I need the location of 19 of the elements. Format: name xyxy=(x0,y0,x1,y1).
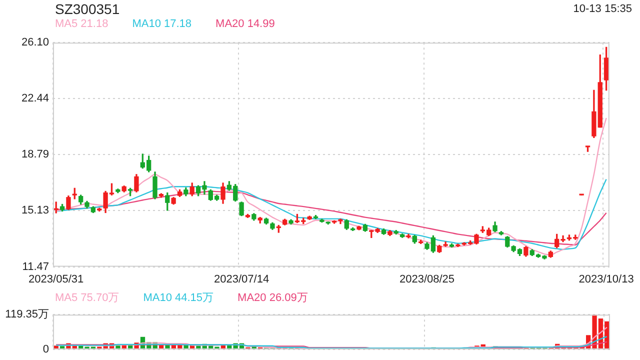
y-tick-label: 0 xyxy=(42,343,49,356)
text: MA5 21.18 xyxy=(55,18,108,30)
x-tick-label: 2023/10/13 xyxy=(578,273,634,286)
x-tick-label: 2023/05/31 xyxy=(28,273,84,286)
y-tick-label: 22.44 xyxy=(21,92,49,105)
chart-title: SZ300351 xyxy=(55,1,120,17)
text: 10-13 15:35 xyxy=(573,3,632,15)
y-tick-label: 26.10 xyxy=(21,36,49,49)
y-tick-label: 11.47 xyxy=(22,260,49,273)
y-tick-label: 119.35万 xyxy=(5,308,49,321)
text: MA10 17.18 xyxy=(132,18,192,30)
y-tick-label: 15.13 xyxy=(21,204,49,217)
x-tick-label: 2023/08/25 xyxy=(399,273,455,286)
text: MA5 75.70万 xyxy=(55,292,120,304)
y-tick-label: 18.79 xyxy=(21,148,49,161)
text: MA20 26.09万 xyxy=(238,292,308,304)
text: MA20 14.99 xyxy=(216,18,275,30)
text: MA10 44.15万 xyxy=(143,292,214,304)
x-tick-label: 2023/07/14 xyxy=(214,273,270,286)
